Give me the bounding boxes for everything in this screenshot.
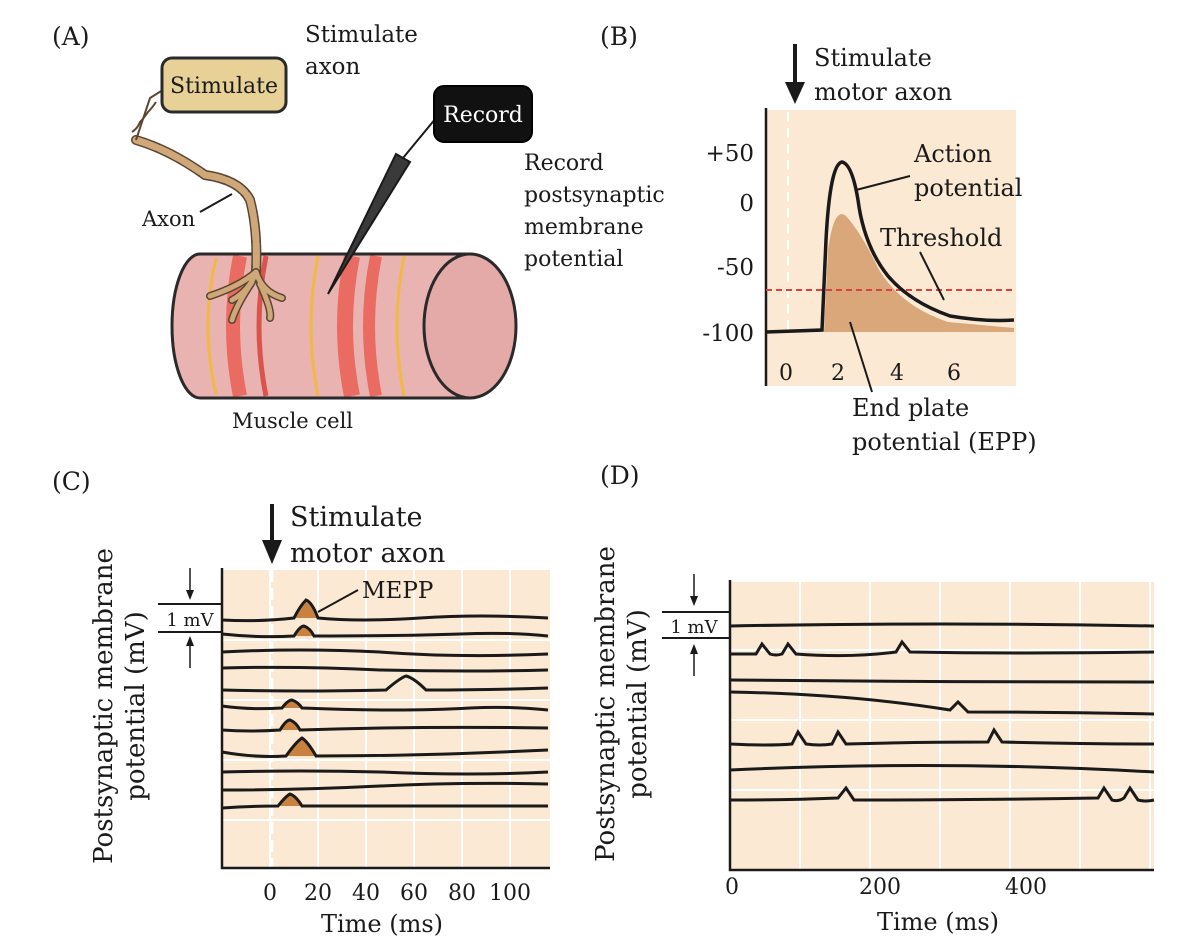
panel-a-letter: (A) bbox=[52, 22, 90, 51]
panel-c-scale-label: 1 mV bbox=[166, 610, 214, 631]
panel-c-trace-3 bbox=[221, 648, 549, 658]
record-desc-line4: potential bbox=[524, 247, 623, 272]
panel-d-trace-5 bbox=[729, 727, 1155, 747]
panel-c-trace-8 bbox=[221, 736, 549, 758]
mepp-label: MEPP bbox=[362, 578, 433, 604]
action-potential-trace bbox=[765, 160, 1015, 334]
panel-d-grid bbox=[730, 582, 1154, 870]
panel-d-trace-3 bbox=[729, 678, 1155, 684]
panel-d-scale-bar bbox=[662, 574, 730, 676]
panel-c: (C) bbox=[52, 467, 550, 938]
panel-b-letter: (B) bbox=[600, 22, 638, 51]
panel-c-ylabel-line2: potential (mV) bbox=[121, 611, 151, 800]
stimulate-box: Stimulate bbox=[160, 56, 288, 114]
panel-d-xlabel: Time (ms) bbox=[877, 908, 999, 936]
panel-b: (B) Stimulate motor axon +50 0 -50 -100 … bbox=[600, 22, 1037, 456]
panel-c-xtick-40: 40 bbox=[352, 881, 380, 906]
record-box: Record bbox=[433, 85, 533, 143]
epp-fill bbox=[824, 214, 1014, 332]
panel-b-ytick-0: 0 bbox=[739, 191, 754, 217]
panel-d-xtick-200: 200 bbox=[859, 875, 901, 900]
axon-label-leader bbox=[199, 193, 233, 213]
stimulate-axon-header-line1: Stimulate bbox=[305, 22, 418, 48]
panel-c-trace-4 bbox=[221, 665, 549, 673]
panel-d-trace-4 bbox=[729, 690, 1155, 716]
panel-b-xtick-0: 0 bbox=[779, 361, 793, 386]
panel-c-trace-5 bbox=[221, 674, 549, 693]
muscle-cell bbox=[170, 252, 518, 400]
panel-d-xtick-0: 0 bbox=[725, 875, 739, 900]
panel-b-ytick-minus50: -50 bbox=[717, 255, 754, 281]
stimulate-box-label: Stimulate bbox=[170, 74, 278, 99]
panel-c-xtick-60: 60 bbox=[400, 881, 428, 906]
panel-c-traces bbox=[221, 598, 549, 810]
panel-c-mepp-fills bbox=[278, 600, 318, 806]
panel-d-letter: (D) bbox=[600, 461, 640, 490]
record-desc-line2: postsynaptic bbox=[524, 183, 665, 208]
mepp-leader bbox=[317, 589, 359, 613]
panel-c-trace-10 bbox=[221, 781, 549, 792]
panel-c-trace-1 bbox=[221, 598, 549, 623]
panel-b-stim-label-line1: Stimulate bbox=[814, 44, 932, 72]
threshold-label: Threshold bbox=[880, 224, 1002, 252]
action-potential-label-line2: potential bbox=[914, 174, 1022, 202]
record-desc-line1: Record bbox=[524, 151, 604, 176]
panel-c-stim-arrow bbox=[262, 504, 282, 564]
panel-b-xtick-6: 6 bbox=[947, 361, 961, 386]
panel-c-xtick-0: 0 bbox=[263, 881, 277, 906]
panel-b-plot-bg bbox=[766, 110, 1016, 386]
stimulate-axon-header-line2: axon bbox=[305, 54, 361, 80]
panel-b-xtick-2: 2 bbox=[831, 361, 845, 386]
panel-d-trace-1 bbox=[729, 622, 1155, 628]
action-potential-label-line1: Action bbox=[913, 140, 992, 168]
panel-c-trace-7 bbox=[221, 718, 549, 733]
epp-label-line1: End plate bbox=[852, 394, 969, 422]
panel-a: (A) Stimulate axon bbox=[52, 22, 665, 433]
panel-c-xtick-80: 80 bbox=[448, 881, 476, 906]
panel-c-xtick-100: 100 bbox=[489, 881, 531, 906]
panel-c-xtick-20: 20 bbox=[304, 881, 332, 906]
panel-c-ylabel-line1: Postsynaptic membrane bbox=[89, 548, 119, 864]
panel-d-trace-6 bbox=[729, 763, 1155, 774]
axon bbox=[131, 87, 286, 324]
muscle-cell-label: Muscle cell bbox=[232, 409, 353, 433]
panel-b-ytick-plus50: +50 bbox=[705, 141, 754, 167]
action-potential-leader bbox=[855, 175, 911, 191]
panel-c-xlabel: Time (ms) bbox=[321, 910, 443, 938]
panel-c-letter: (C) bbox=[52, 467, 91, 496]
panel-c-trace-11 bbox=[221, 792, 548, 810]
record-desc-line3: membrane bbox=[524, 215, 644, 240]
epp-leader bbox=[849, 321, 873, 393]
panel-d-ylabel-line2: potential (mV) bbox=[623, 609, 653, 798]
panel-d-ylabel-line1: Postsynaptic membrane bbox=[591, 546, 621, 862]
panel-c-scale-bar bbox=[158, 568, 222, 668]
panel-c-trace-6 bbox=[221, 698, 549, 712]
panel-d-traces bbox=[729, 622, 1155, 803]
panel-b-xtick-4: 4 bbox=[890, 361, 904, 386]
panel-b-stim-arrow bbox=[785, 44, 805, 104]
panel-c-stim-label-line2: motor axon bbox=[290, 538, 445, 569]
panel-d: (D) 1 mV Postsynaptic m bbox=[591, 461, 1155, 936]
threshold-leader bbox=[919, 251, 945, 301]
panel-b-ytick-minus100: -100 bbox=[702, 321, 754, 347]
panel-c-stim-label-line1: Stimulate bbox=[290, 502, 423, 533]
panel-d-scale-label: 1 mV bbox=[670, 617, 718, 638]
record-box-label: Record bbox=[443, 103, 523, 128]
panel-c-trace-2 bbox=[221, 624, 549, 639]
panel-d-axes bbox=[728, 580, 1154, 872]
panel-d-xtick-400: 400 bbox=[1005, 875, 1047, 900]
panel-d-trace-7 bbox=[729, 785, 1155, 803]
epp-label-line2: potential (EPP) bbox=[852, 428, 1037, 456]
panel-c-trace-9 bbox=[221, 769, 549, 776]
panel-b-stim-label-line2: motor axon bbox=[814, 78, 952, 106]
panel-d-trace-2 bbox=[730, 639, 1155, 658]
record-electrode bbox=[327, 117, 437, 295]
axon-label: Axon bbox=[141, 207, 195, 231]
